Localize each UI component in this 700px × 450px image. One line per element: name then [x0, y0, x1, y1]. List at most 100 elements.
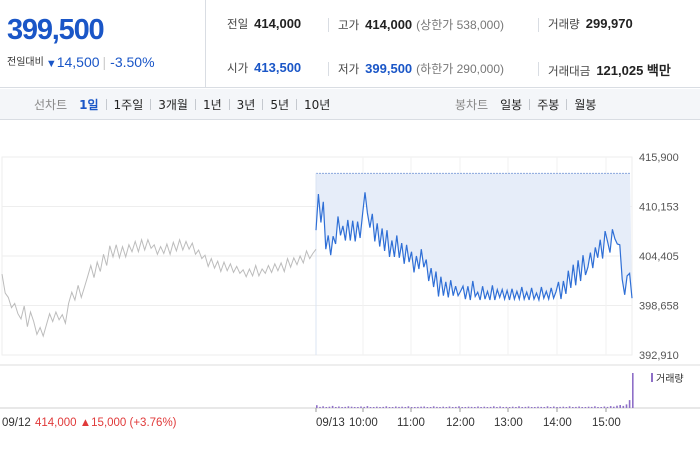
x-tick-label: 14:00 — [543, 417, 572, 429]
volume-bar — [622, 405, 625, 408]
high-label: 고가 — [338, 18, 360, 32]
x-tick-label: 11:00 — [397, 417, 425, 429]
volume-bar — [584, 407, 587, 408]
volume-bar — [578, 406, 580, 408]
volume-bar — [572, 407, 574, 408]
volume-label: 거래량 — [548, 17, 580, 31]
volume-bar — [436, 406, 438, 408]
volume-bar — [464, 407, 467, 408]
volume-bar — [391, 407, 394, 408]
low-item: 저가 399,500 (하한가 290,000) — [338, 60, 504, 77]
prev-close-label: 전일 — [227, 17, 249, 31]
prev-day-summary: 414,000 ▲15,000 (+3.76%) — [35, 417, 177, 429]
amount-value: 121,025 백만 — [596, 63, 671, 78]
volume-bar — [455, 406, 457, 408]
x-tick-label: 09/13 — [316, 417, 345, 429]
volume-bar — [369, 407, 372, 408]
tab-divider — [566, 99, 568, 110]
volume-bar — [316, 405, 318, 408]
volume-bar — [559, 406, 561, 408]
volume-bar — [328, 406, 331, 408]
volume-bar — [556, 407, 558, 408]
volume-bar — [338, 406, 340, 408]
volume-bar — [395, 406, 397, 408]
tab-1y[interactable]: 1년 — [202, 98, 222, 112]
volume-bar — [521, 407, 523, 408]
tab-monthly[interactable]: 월봉 — [574, 98, 597, 112]
divider — [328, 18, 329, 32]
tab-weekly[interactable]: 주봉 — [537, 98, 560, 112]
open-label: 시가 — [227, 61, 249, 75]
price-box: 399,500 전일대비 ▼14,500 | -3.50% — [0, 0, 206, 88]
volume-bar — [597, 407, 599, 408]
volume-bar — [376, 406, 378, 408]
volume-bar — [613, 406, 615, 408]
volume-bar — [530, 407, 533, 408]
open-value: 413,500 — [254, 60, 302, 75]
y-tick-label: 392,910 — [639, 350, 679, 362]
volume-bar — [467, 406, 470, 408]
period-tabs-bar: 선차트 1일 1주일 3개월 1년 3년 5년 10년 봉차트 일봉 주봉 월봉 — [0, 89, 700, 120]
y-tick-label: 410,153 — [639, 201, 679, 213]
divider — [538, 62, 539, 76]
tab-3m[interactable]: 3개월 — [158, 98, 188, 112]
volume-bar — [442, 406, 444, 408]
open-item: 시가 413,500 — [227, 60, 301, 76]
volume-bar — [499, 406, 501, 408]
x-tick-label: 13:00 — [494, 417, 523, 429]
volume-bar — [496, 407, 498, 408]
volume-bar — [448, 406, 451, 408]
volume-bar — [357, 407, 359, 408]
volume-bar — [590, 406, 593, 408]
down-arrow-icon: ▼ — [45, 58, 57, 70]
x-tick-label: 10:00 — [349, 417, 378, 429]
volume-bar — [543, 407, 546, 408]
volume-bar — [360, 406, 362, 408]
change-rate: -3.50% — [110, 54, 155, 70]
volume-bar — [353, 407, 356, 408]
volume-bar — [407, 406, 410, 408]
volume-bar — [426, 407, 429, 408]
x-tick-label: 15:00 — [592, 417, 621, 429]
volume-bar — [562, 406, 565, 408]
volume-bar — [581, 407, 583, 408]
volume-bar — [515, 407, 517, 408]
tab-1d[interactable]: 1일 — [79, 98, 99, 112]
volume-bar — [319, 406, 321, 408]
volume-bar — [429, 407, 432, 408]
low-value: 399,500 — [365, 61, 413, 76]
volume-bar — [414, 407, 416, 408]
change-amount: 14,500 — [56, 54, 100, 70]
volume-bar — [511, 406, 514, 408]
volume-bar — [606, 406, 609, 408]
volume-bar — [505, 406, 508, 408]
change-divider: | — [102, 54, 107, 70]
volume-bar — [417, 406, 419, 408]
intraday-chart[interactable]: 415,900 410,153 404,405 398,658 392,910 거래량 … — [0, 120, 700, 450]
volume-bar — [609, 406, 612, 408]
divider — [538, 18, 539, 32]
lower-limit: (하한가 290,000) — [416, 62, 504, 76]
volume-bar — [401, 406, 403, 408]
volume-bar — [325, 407, 328, 408]
volume-bar — [518, 406, 520, 408]
volume-bar — [524, 406, 527, 408]
tab-1w[interactable]: 1주일 — [113, 98, 144, 112]
tab-divider — [194, 99, 196, 110]
volume-bar — [502, 407, 504, 408]
tab-5y[interactable]: 5년 — [270, 98, 290, 112]
volume-item: 거래량 299,970 — [548, 16, 633, 32]
volume-bar — [489, 406, 492, 408]
tab-daily[interactable]: 일봉 — [500, 98, 523, 112]
volume-bar — [480, 407, 482, 408]
current-price: 399,500 — [7, 14, 105, 46]
tab-3y[interactable]: 3년 — [236, 98, 256, 112]
line-chart-tabs: 선차트 1일 1주일 3개월 1년 3년 5년 10년 — [34, 89, 333, 120]
volume-bar — [350, 406, 353, 408]
volume-bar — [379, 407, 381, 408]
volume-bar — [534, 407, 536, 408]
today-price-line — [315, 192, 633, 303]
volume-value: 299,970 — [585, 16, 633, 31]
tab-10y[interactable]: 10년 — [304, 98, 331, 112]
